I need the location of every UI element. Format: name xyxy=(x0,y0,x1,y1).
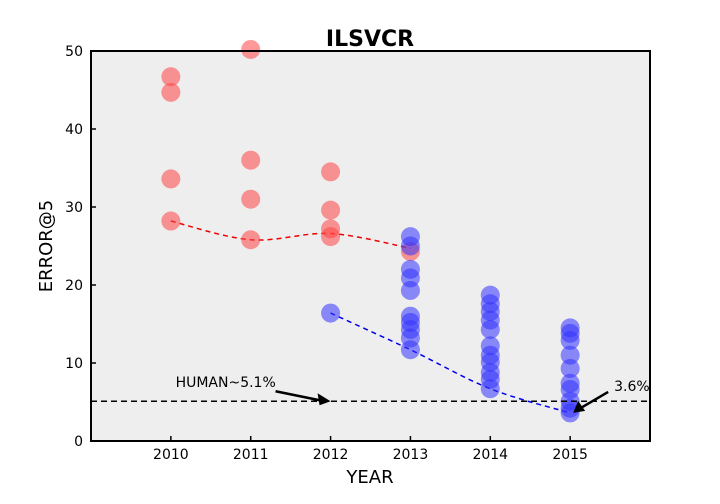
data-point-blue xyxy=(400,236,420,256)
y-tick-label: 20 xyxy=(65,278,83,294)
data-point-red xyxy=(161,67,181,87)
data-point-blue xyxy=(560,358,580,378)
annotation-min-label: 3.6% xyxy=(614,379,650,395)
data-point-blue xyxy=(480,379,500,399)
data-point-red xyxy=(161,82,181,102)
y-tick-label: 50 xyxy=(65,44,83,60)
y-tick-label: 10 xyxy=(65,356,83,372)
plot-frame xyxy=(90,50,651,442)
x-tick-label: 2011 xyxy=(233,447,269,463)
data-point-red xyxy=(321,227,341,247)
y-tick-label: 30 xyxy=(65,200,83,216)
data-point-red xyxy=(321,162,341,182)
data-point-red xyxy=(161,169,181,189)
y-axis-label: ERROR@5 xyxy=(36,200,57,293)
trend-line-red xyxy=(170,220,411,250)
annotation-min-arrowhead xyxy=(573,400,586,413)
trend-line-blue xyxy=(330,312,571,414)
data-point-red xyxy=(241,39,261,59)
data-point-blue xyxy=(560,345,580,365)
x-tick-label: 2015 xyxy=(552,447,588,463)
data-point-blue xyxy=(560,403,580,423)
annotation-min-arrow xyxy=(578,390,609,410)
data-point-blue xyxy=(400,280,420,300)
x-tick-label: 2012 xyxy=(313,447,349,463)
data-point-red xyxy=(241,150,261,170)
data-point-red xyxy=(321,200,341,220)
data-point-blue xyxy=(321,303,341,323)
data-point-red xyxy=(241,189,261,209)
y-tick-label: 40 xyxy=(65,122,83,138)
data-point-blue xyxy=(400,340,420,360)
x-tick-label: 2013 xyxy=(393,447,429,463)
data-point-red xyxy=(161,211,181,231)
annotation-human-arrow xyxy=(275,389,325,403)
data-point-red xyxy=(241,230,261,250)
plot-background xyxy=(91,51,650,441)
x-tick-label: 2014 xyxy=(472,447,508,463)
annotation-human-label: HUMAN~5.1% xyxy=(176,375,276,391)
y-tick-label: 0 xyxy=(74,434,83,450)
x-tick-label: 2010 xyxy=(153,447,189,463)
x-axis-label: YEAR xyxy=(345,467,393,488)
annotation-human-arrowhead xyxy=(317,393,331,406)
chart-title: ILSVCR xyxy=(326,27,414,52)
data-point-blue xyxy=(560,330,580,350)
data-point-blue xyxy=(480,319,500,339)
